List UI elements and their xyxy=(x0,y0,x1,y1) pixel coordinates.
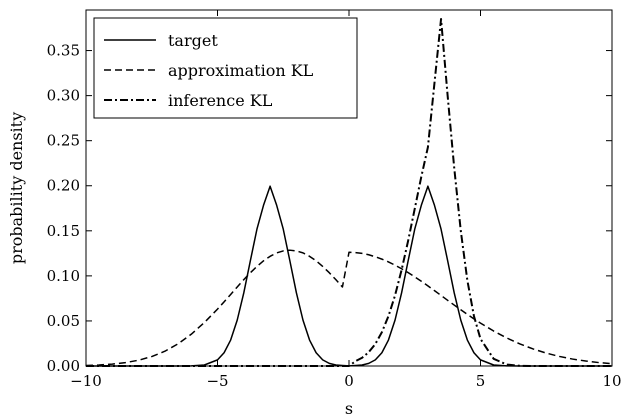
y-tick-label: 0.25 xyxy=(47,132,80,150)
legend-box xyxy=(93,17,358,119)
series-line-target xyxy=(86,185,612,367)
y-tick-label: 0.10 xyxy=(47,267,80,285)
ticks-layer: −10 −5 0 5 10 0.00 0.05 0.10 0.15 0.20 0.25 0.30 0.3… xyxy=(47,10,622,390)
y-tick-label: 0.35 xyxy=(47,42,80,60)
y-tick-label: 0.15 xyxy=(47,222,80,240)
legend: target approximation KL inference KL xyxy=(93,17,358,119)
y-tick-label: 0.05 xyxy=(47,312,80,330)
legend-label-inference-kl: inference KL xyxy=(168,91,273,110)
y-tick-label: 0.30 xyxy=(47,87,80,105)
x-tick-label: 0 xyxy=(344,372,354,390)
x-tick-label: −5 xyxy=(206,372,228,390)
x-axis-label: s xyxy=(345,399,353,418)
x-tick-label: −10 xyxy=(70,372,102,390)
y-axis-label: probability density xyxy=(7,112,26,264)
series-line-approximation-kl xyxy=(85,249,613,367)
legend-label-approximation-kl: approximation KL xyxy=(168,61,314,80)
x-tick-label: 5 xyxy=(476,372,486,390)
y-tick-label: 0.00 xyxy=(47,357,80,375)
y-tick-label: 0.20 xyxy=(47,177,80,195)
legend-label-target: target xyxy=(168,31,218,50)
x-tick-label: 10 xyxy=(602,372,621,390)
